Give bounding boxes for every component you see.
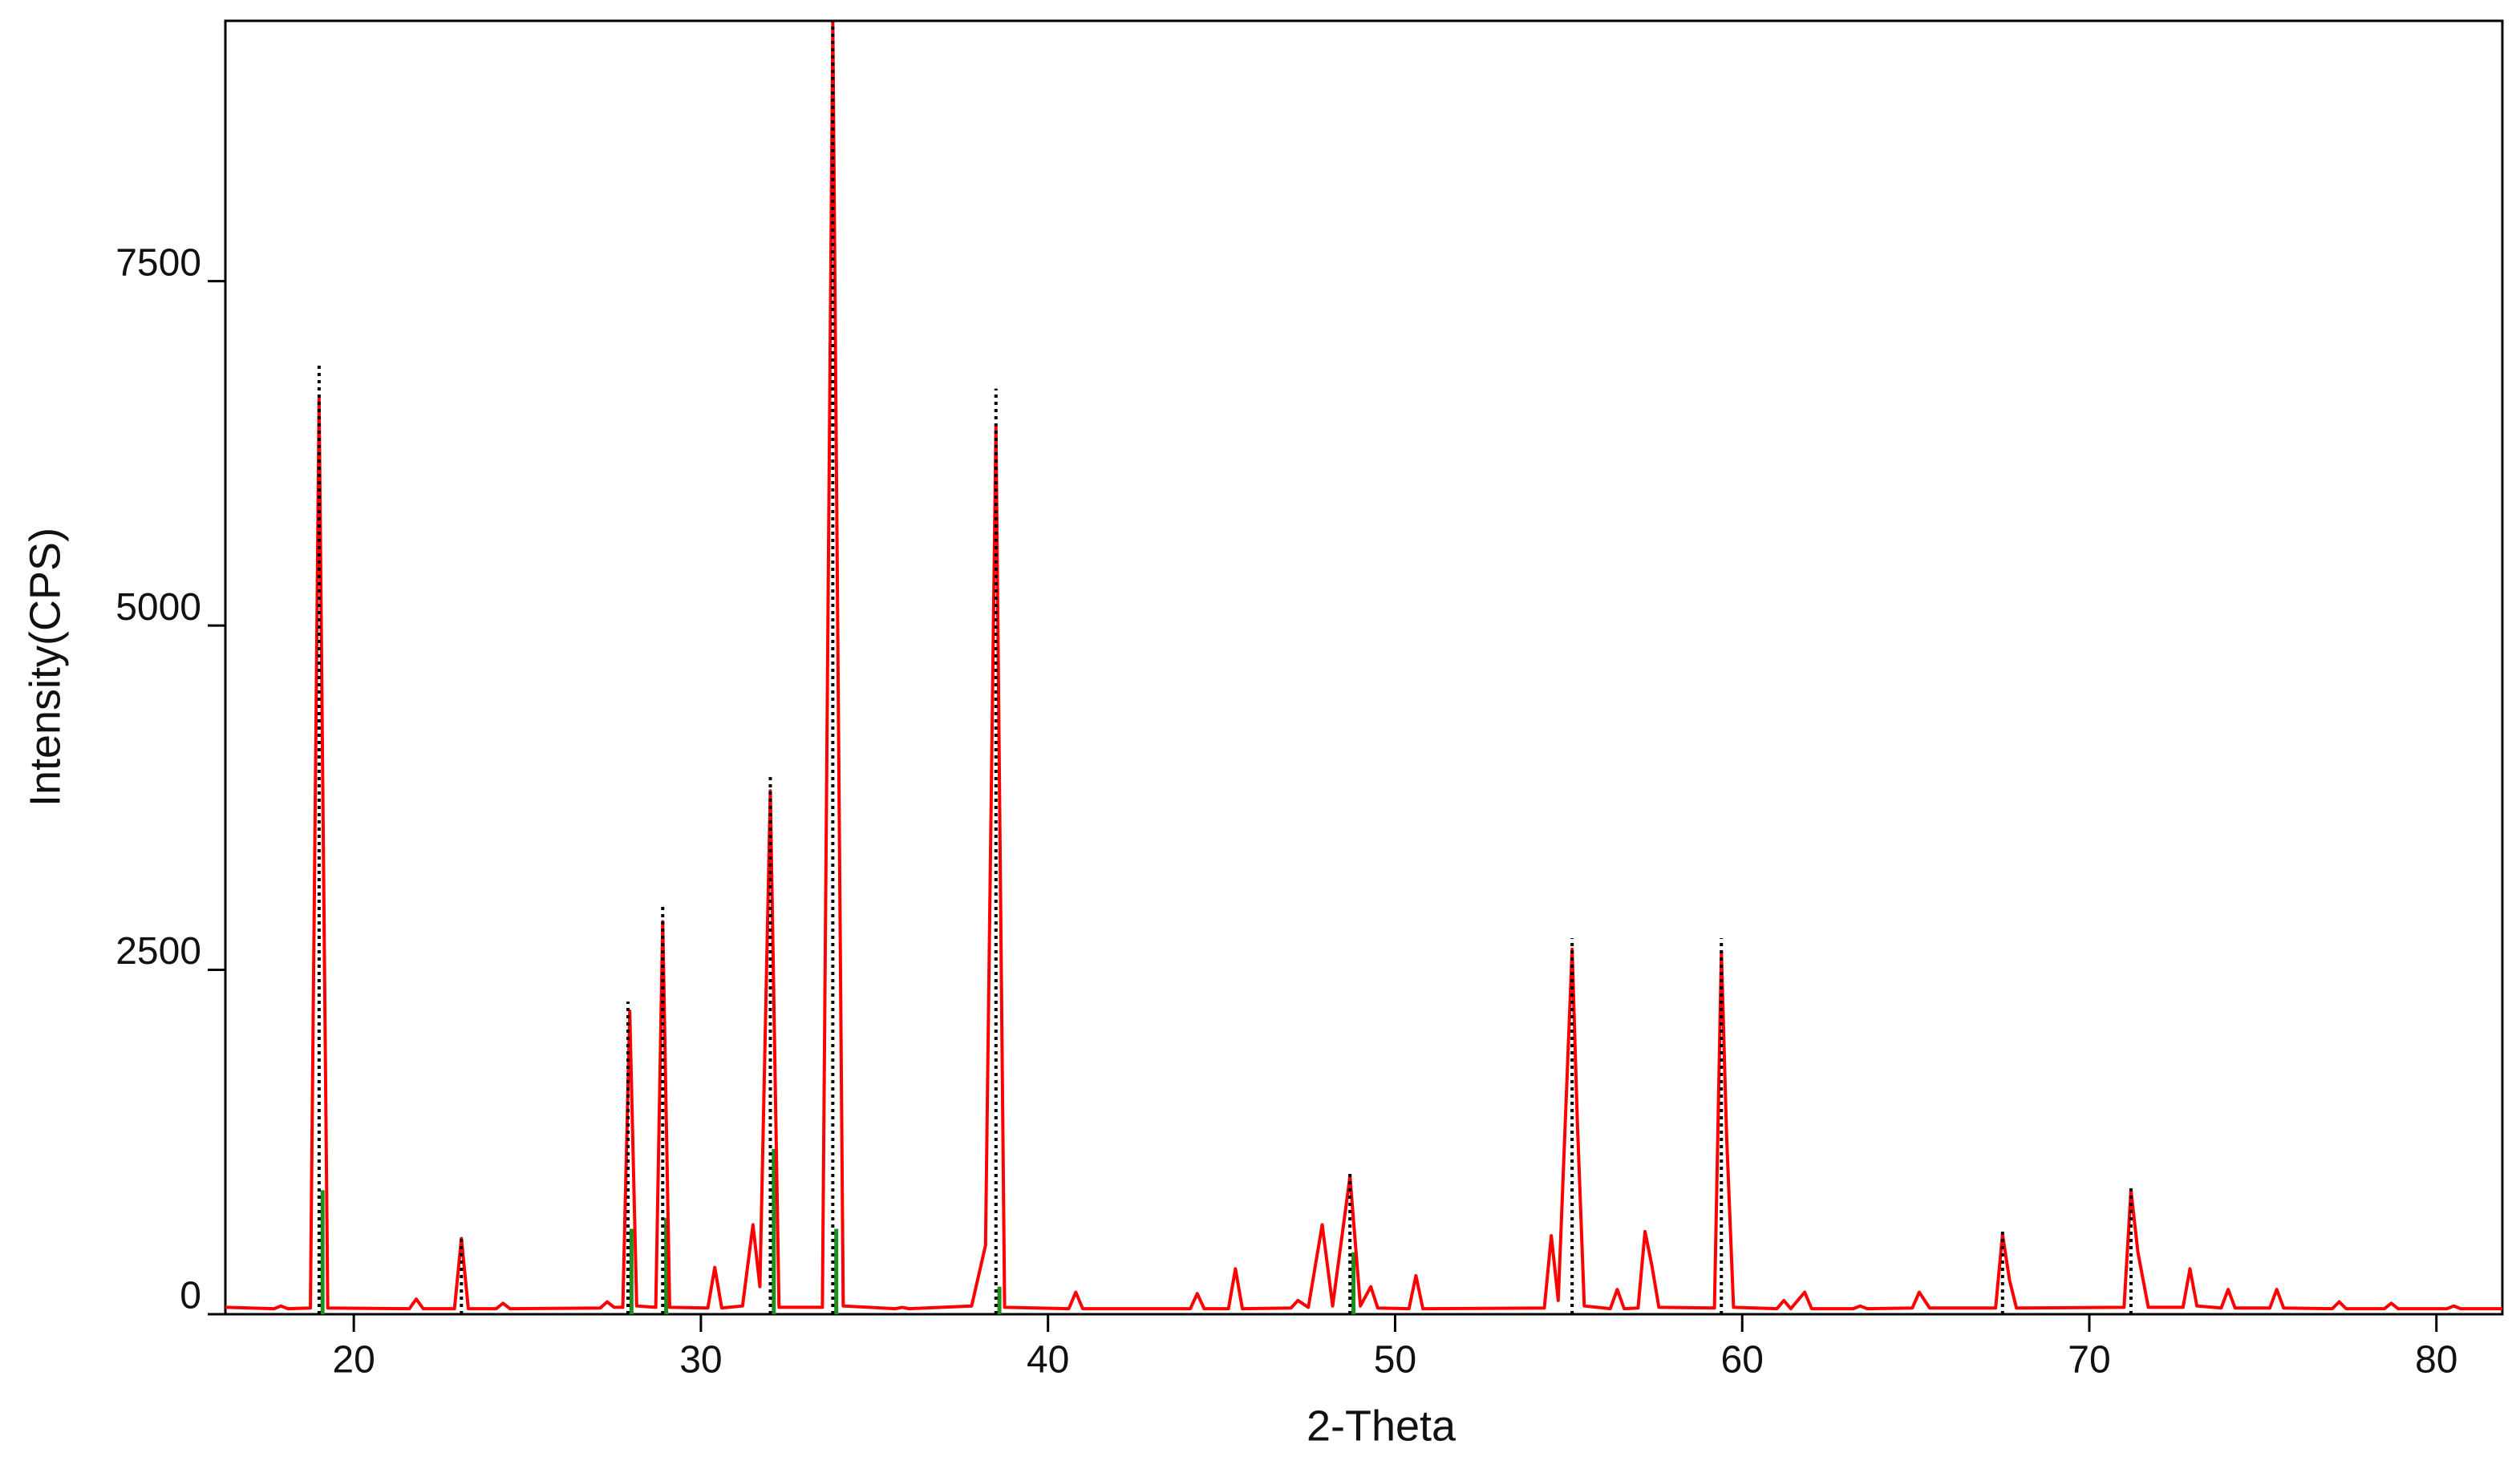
xrd-line [225, 21, 2502, 1311]
y-tick-label: 2500 [115, 930, 201, 973]
x-tick-label: 50 [1374, 1339, 1416, 1382]
y-tick-label: 5000 [115, 586, 201, 629]
y-axis-label: Intensity(CPS) [21, 528, 69, 807]
y-tick-label: 7500 [115, 241, 201, 284]
plot-area [225, 21, 2502, 1314]
x-tick-label: 80 [2415, 1339, 2457, 1382]
plot-frame [224, 19, 2504, 1316]
x-tick-label: 70 [2068, 1339, 2110, 1382]
x-tick-label: 30 [679, 1339, 722, 1382]
x-tick-label: 60 [1721, 1339, 1764, 1382]
y-tick-label: 0 [180, 1275, 201, 1317]
x-tick-label: 20 [332, 1339, 375, 1382]
x-axis-label: 2-Theta [1307, 1402, 1456, 1450]
x-tick-label: 40 [1027, 1339, 1069, 1382]
